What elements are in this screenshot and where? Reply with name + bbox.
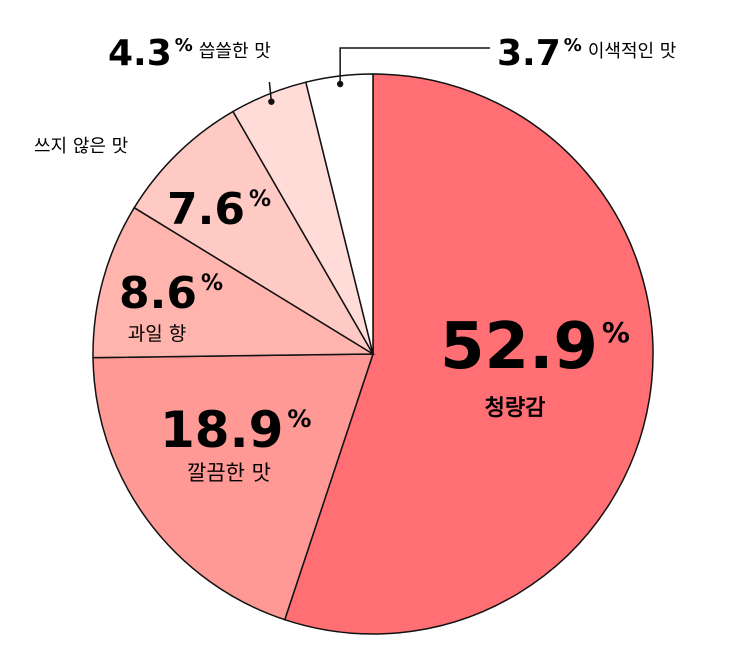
slice-value-label: 8.6 (119, 268, 197, 319)
pie-slice-2 (92, 353, 375, 621)
slice-value-label: 18.9 (160, 401, 283, 459)
slice-label-group-5: 4.3% 씁쓸한 맛 (108, 33, 271, 74)
slice-category-label: 깔끔한 맛 (187, 461, 271, 485)
slice-value-label: 4.3 (108, 33, 172, 74)
pie-slice-6 (304, 73, 374, 355)
slice-label-group-3: 8.6 % 과일 향 (119, 268, 223, 345)
leader-dot (336, 80, 344, 88)
slice-category-label: 씁쓸한 맛 (199, 41, 271, 62)
pie-slice-1 (283, 73, 654, 635)
percent-sign: % (602, 316, 630, 349)
slice-category-label: 청량감 (485, 396, 546, 421)
slice-label-group-4: 7.6 % 쓰지 않은 맛 (34, 136, 271, 235)
slice-category-label: 과일 향 (128, 323, 186, 345)
leader-dot (268, 98, 275, 105)
labels-layer: 52.9 % 청량감 18.9 % 깔끔한 맛 8.6 % 과일 향 7.6 % 쓰지 않은 맛 4.3… (34, 33, 676, 485)
percent-sign: % (564, 35, 582, 56)
slice-label-group-6: 3.7% 이색적인 맛 (497, 33, 676, 74)
slice-category-label: 쓰지 않은 맛 (34, 136, 128, 157)
pie-slice-3 (92, 206, 376, 359)
leader-line (339, 47, 490, 84)
percent-sign: % (201, 271, 223, 296)
percent-sign: % (287, 405, 311, 433)
pie-slice-4 (133, 110, 374, 355)
percent-sign: % (175, 35, 193, 56)
leader-lines (268, 47, 490, 105)
slices-layer (92, 73, 654, 635)
leader-line (268, 81, 273, 102)
slice-value-label: 7.6 (167, 184, 245, 235)
percent-sign: % (249, 187, 271, 212)
slice-label-group-1: 52.9 % 청량감 (440, 310, 630, 421)
slice-value-label: 52.9 (440, 310, 598, 384)
slice-category-label: 이색적인 맛 (588, 41, 677, 62)
slice-value-label: 3.7 (497, 33, 561, 74)
slice-label-group-2: 18.9 % 깔끔한 맛 (160, 401, 311, 485)
